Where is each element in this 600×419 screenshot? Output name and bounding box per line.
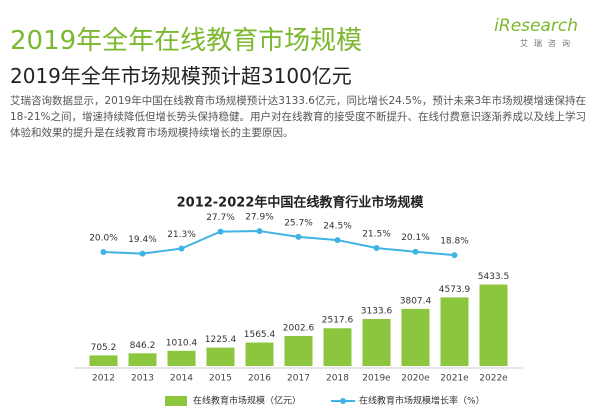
bar bbox=[401, 308, 430, 366]
bar-value-label: 846.2 bbox=[130, 341, 156, 351]
x-tick-label: 2015 bbox=[209, 374, 232, 384]
x-tick-label: 2014 bbox=[170, 374, 193, 384]
x-tick-label: 2020e bbox=[401, 374, 430, 384]
bar-value-label: 5433.5 bbox=[478, 272, 510, 282]
x-tick-label: 2022e bbox=[479, 374, 508, 384]
legend-swatch-marker bbox=[340, 398, 347, 404]
line bbox=[103, 230, 455, 257]
page-subtitle: 2019年全年市场规模预计超3100亿元 bbox=[10, 64, 352, 88]
line-value-label: 20.1% bbox=[401, 233, 430, 243]
bar bbox=[362, 318, 391, 366]
bar bbox=[89, 355, 118, 366]
line-marker bbox=[412, 248, 419, 255]
line-marker bbox=[139, 250, 146, 257]
x-tick-label: 2016 bbox=[248, 374, 271, 384]
bar bbox=[245, 342, 274, 366]
line-marker bbox=[256, 228, 263, 235]
line-value-label: 27.7% bbox=[206, 213, 235, 223]
bar bbox=[167, 350, 196, 366]
bar-value-label: 3133.6 bbox=[361, 306, 393, 316]
line-marker bbox=[451, 252, 458, 259]
bar-value-label: 3807.4 bbox=[400, 296, 432, 306]
bar-value-label: 4573.9 bbox=[439, 285, 471, 295]
line-marker bbox=[217, 228, 224, 235]
page-title: 2019年全年在线教育市场规模 bbox=[10, 26, 363, 56]
line-marker bbox=[373, 245, 380, 252]
x-tick-label: 2021e bbox=[440, 374, 469, 384]
bar-value-label: 2517.6 bbox=[322, 316, 354, 326]
line-value-label: 20.0% bbox=[89, 234, 118, 244]
bar-value-label: 1010.4 bbox=[166, 338, 198, 348]
line-value-label: 18.8% bbox=[440, 237, 469, 247]
line-marker bbox=[295, 233, 302, 240]
legend-swatch bbox=[165, 396, 187, 406]
x-tick-label: 2013 bbox=[131, 374, 154, 384]
line-value-label: 27.9% bbox=[245, 213, 274, 223]
brand-sub: 艾瑞咨询 bbox=[520, 39, 576, 48]
x-tick-label: 2018 bbox=[326, 374, 349, 384]
bar bbox=[440, 297, 469, 366]
line-value-label: 21.5% bbox=[362, 230, 391, 240]
line-value-label: 19.4% bbox=[128, 235, 157, 245]
line-marker bbox=[334, 237, 341, 244]
chart-title: 2012-2022年中国在线教育行业市场规模 bbox=[177, 195, 425, 211]
bar bbox=[323, 328, 352, 366]
x-tick-label: 2012 bbox=[92, 374, 115, 384]
bar bbox=[284, 335, 313, 366]
legend-label: 在线教育市场规模（亿元） bbox=[193, 395, 301, 407]
legend-label: 在线教育市场规模增长率（%） bbox=[359, 395, 485, 407]
paragraph: 艾瑞咨询数据显示，2019年中国在线教育市场规模预计达3133.6亿元，同比增长… bbox=[10, 95, 586, 139]
bar bbox=[479, 284, 508, 366]
line-value-label: 25.7% bbox=[284, 218, 313, 228]
bar-value-label: 1225.4 bbox=[205, 335, 237, 345]
bar-value-label: 2002.6 bbox=[283, 323, 315, 333]
line-value-label: 21.3% bbox=[167, 230, 196, 240]
bar bbox=[206, 347, 235, 366]
bar-value-label: 705.2 bbox=[91, 343, 117, 353]
bar bbox=[128, 353, 157, 366]
bar-value-label: 1565.4 bbox=[244, 330, 276, 340]
x-tick-label: 2019e bbox=[362, 374, 391, 384]
x-tick-label: 2017 bbox=[287, 374, 310, 384]
line-marker bbox=[100, 249, 107, 255]
brand-logo: iResearch bbox=[494, 16, 578, 36]
line-marker bbox=[178, 245, 185, 252]
line-value-label: 24.5% bbox=[323, 222, 352, 232]
